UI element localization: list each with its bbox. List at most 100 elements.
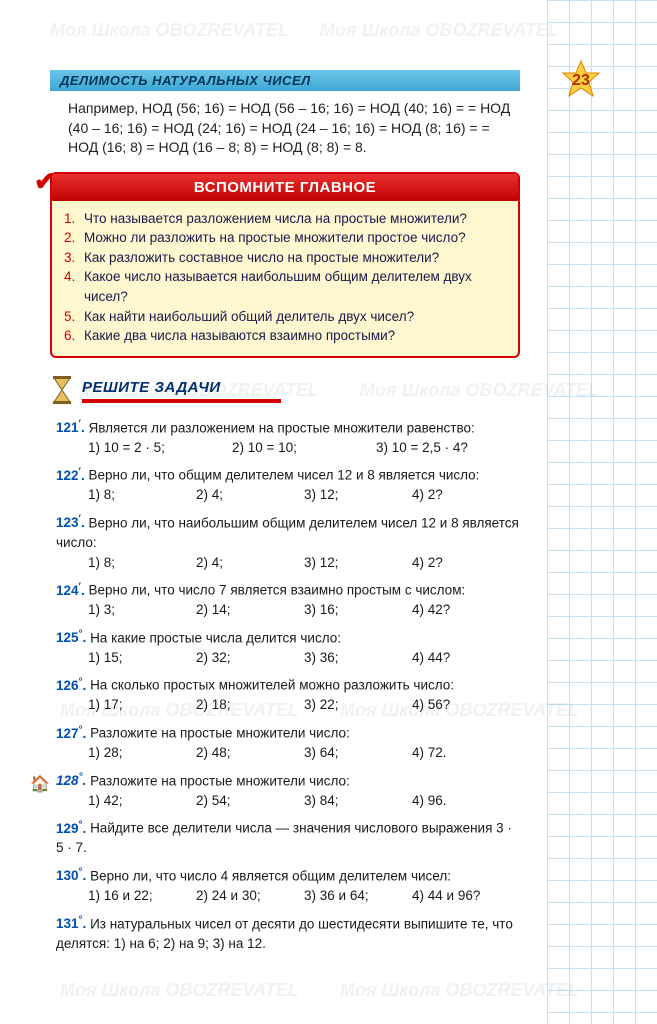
problem-options: 1) 8;2) 4;3) 12;4) 2? — [56, 485, 520, 505]
problem: 131°. Из натуральных чисел от десяти до … — [50, 914, 520, 954]
problem-number: 121′. — [56, 420, 85, 435]
option: 3) 10 = 2,5 · 4? — [376, 438, 520, 458]
problem-text: Верно ли, что общим делителем чисел 12 и… — [88, 468, 479, 483]
problem-number: 122′. — [56, 468, 85, 483]
option: 4) 72. — [412, 743, 520, 763]
option: 2) 24 и 30; — [196, 886, 304, 906]
problem: 124′. Верно ли, что число 7 является вза… — [50, 580, 520, 620]
problem: 130°. Верно ли, что число 4 является общ… — [50, 866, 520, 906]
problem-number: 127°. — [56, 726, 86, 741]
problem-options: 1) 42;2) 54;3) 84;4) 96. — [56, 791, 520, 811]
recall-item-text: Что называется разложением числа на прос… — [84, 209, 467, 229]
recall-item-text: Как разложить составное число на простые… — [84, 248, 439, 268]
option: 1) 8; — [88, 485, 196, 505]
option: 3) 84; — [304, 791, 412, 811]
recall-box: ВСПОМНИТЕ ГЛАВНОЕ 1.Что называется разло… — [50, 172, 520, 358]
problem-options: 1) 10 = 2 · 5;2) 10 = 10;3) 10 = 2,5 · 4… — [56, 438, 520, 458]
option: 3) 64; — [304, 743, 412, 763]
problem-text: Является ли разложением на простые множи… — [88, 420, 474, 435]
option: 2) 14; — [196, 600, 304, 620]
problem-number: 124′. — [56, 583, 85, 598]
problem-number: 131°. — [56, 916, 86, 931]
option: 4) 44 и 96? — [412, 886, 520, 906]
recall-item-text: Как найти наибольший общий делитель двух… — [84, 307, 414, 327]
recall-item: 1.Что называется разложением числа на пр… — [64, 209, 506, 229]
section-title-text: РЕШИТЕ ЗАДАЧИ — [82, 377, 281, 403]
option: 1) 15; — [88, 648, 196, 668]
recall-item: 6.Какие два числа называются взаимно про… — [64, 326, 506, 346]
recall-item-text: Какие два числа называются взаимно прост… — [84, 326, 395, 346]
option: 3) 12; — [304, 485, 412, 505]
problem-text: Разложите на простые множители число: — [90, 773, 350, 788]
recall-item: 5.Как найти наибольший общий делитель дв… — [64, 307, 506, 327]
option: 2) 54; — [196, 791, 304, 811]
problem-number: 125°. — [56, 630, 86, 645]
problem-text: Найдите все делители числа — значения чи… — [56, 821, 512, 856]
problem-options: 1) 15;2) 32;3) 36;4) 44? — [56, 648, 520, 668]
recall-item-number: 3. — [64, 248, 84, 268]
recall-item-number: 2. — [64, 228, 84, 248]
option: 1) 42; — [88, 791, 196, 811]
option: 3) 16; — [304, 600, 412, 620]
example-text: Например, НОД (56; 16) = НОД (56 – 16; 1… — [50, 99, 520, 158]
option: 4) 56? — [412, 695, 520, 715]
recall-item-number: 4. — [64, 267, 84, 306]
recall-item: 3.Как разложить составное число на прост… — [64, 248, 506, 268]
option: 2) 32; — [196, 648, 304, 668]
section-title: РЕШИТЕ ЗАДАЧИ — [50, 376, 520, 404]
option: 1) 16 и 22; — [88, 886, 196, 906]
problem-options: 1) 3;2) 14;3) 16;4) 42? — [56, 600, 520, 620]
option: 1) 3; — [88, 600, 196, 620]
recall-item-text: Какое число называется наибольшим общим … — [84, 267, 506, 306]
problem: 125°. На какие простые числа делится чис… — [50, 628, 520, 668]
option: 4) 2? — [412, 553, 520, 573]
option: 2) 4; — [196, 553, 304, 573]
option: 4) 44? — [412, 648, 520, 668]
option: 4) 96. — [412, 791, 520, 811]
option: 3) 36 и 64; — [304, 886, 412, 906]
problem-options: 1) 28;2) 48;3) 64;4) 72. — [56, 743, 520, 763]
problems-list: 121′. Является ли разложением на простые… — [50, 418, 520, 953]
recall-item-number: 5. — [64, 307, 84, 327]
option: 2) 48; — [196, 743, 304, 763]
problem-text: Из натуральных чисел от десяти до шестид… — [56, 916, 513, 951]
option: 3) 12; — [304, 553, 412, 573]
recall-item-number: 1. — [64, 209, 84, 229]
recall-item-text: Можно ли разложить на простые множители … — [84, 228, 466, 248]
recall-item: 2.Можно ли разложить на простые множител… — [64, 228, 506, 248]
problem-text: Верно ли, что число 4 является общим дел… — [90, 868, 451, 883]
option: 4) 2? — [412, 485, 520, 505]
recall-item: 4.Какое число называется наибольшим общи… — [64, 267, 506, 306]
problem: 126°. На сколько простых множителей можн… — [50, 675, 520, 715]
problem-text: На какие простые числа делится число: — [90, 630, 341, 645]
option: 1) 10 = 2 · 5; — [88, 438, 232, 458]
option: 4) 42? — [412, 600, 520, 620]
problem-number: 126°. — [56, 678, 86, 693]
option: 2) 18; — [196, 695, 304, 715]
home-icon: 🏠 — [30, 773, 50, 796]
problem: 129°. Найдите все делители числа — значе… — [50, 818, 520, 858]
problem-options: 1) 8;2) 4;3) 12;4) 2? — [56, 553, 520, 573]
problem-number: 130°. — [56, 868, 86, 883]
page-number-badge: 23 — [560, 60, 602, 102]
problem-options: 1) 17;2) 18;3) 22;4) 56? — [56, 695, 520, 715]
problem-number: 128°. — [56, 773, 86, 788]
option: 1) 28; — [88, 743, 196, 763]
option: 1) 8; — [88, 553, 196, 573]
problem-text: Верно ли, что число 7 является взаимно п… — [88, 583, 465, 598]
problem: 122′. Верно ли, что общим делителем чисе… — [50, 465, 520, 505]
problem-text: На сколько простых множителей можно разл… — [90, 678, 454, 693]
recall-title: ВСПОМНИТЕ ГЛАВНОЕ — [52, 174, 518, 201]
problem-text: Верно ли, что наибольшим общим делителем… — [56, 515, 519, 550]
hourglass-icon — [50, 376, 74, 404]
recall-list: 1.Что называется разложением числа на пр… — [52, 201, 518, 356]
problem: 🏠128°. Разложите на простые множители чи… — [50, 771, 520, 811]
option: 3) 22; — [304, 695, 412, 715]
chapter-header: ДЕЛИМОСТЬ НАТУРАЛЬНЫХ ЧИСЕЛ — [50, 70, 520, 91]
problem: 121′. Является ли разложением на простые… — [50, 418, 520, 458]
problem: 127°. Разложите на простые множители чис… — [50, 723, 520, 763]
problem-number: 123′. — [56, 515, 85, 530]
problem: 123′. Верно ли, что наибольшим общим дел… — [50, 513, 520, 572]
checkmark-icon: ✔ — [34, 166, 56, 197]
option: 2) 10 = 10; — [232, 438, 376, 458]
